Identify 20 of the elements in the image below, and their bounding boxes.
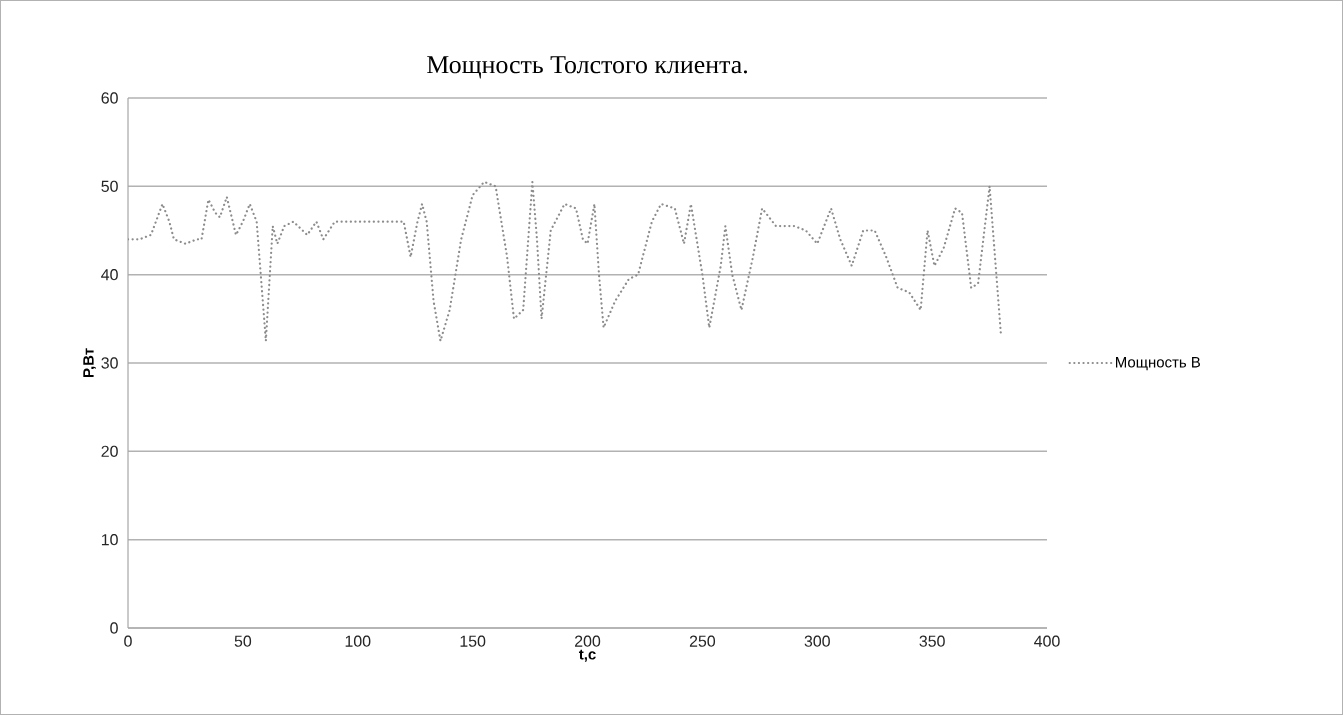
x-tick-label: 350 xyxy=(919,635,945,647)
y-tick-label: 20 xyxy=(101,445,118,457)
chart-title: Мощность Толстого клиента. xyxy=(427,56,747,79)
y-tick-label: 10 xyxy=(101,534,118,546)
y-axis-title: P,Вт xyxy=(83,348,96,378)
x-axis-title: t,c xyxy=(578,649,596,662)
x-tick-label: 100 xyxy=(345,635,371,647)
x-tick-label: 200 xyxy=(575,635,601,647)
x-tick-label: 250 xyxy=(689,635,716,647)
x-tick-label: 0 xyxy=(124,635,132,647)
y-tick-label: 50 xyxy=(101,180,118,192)
x-tick-label: 150 xyxy=(460,635,486,647)
x-tick-label: 300 xyxy=(804,635,830,647)
y-tick-label: 40 xyxy=(101,269,118,281)
y-tick-label: 30 xyxy=(101,357,118,369)
legend-label: Мощность В xyxy=(1116,357,1200,371)
x-tick-label: 50 xyxy=(234,635,252,647)
x-tick-label: 400 xyxy=(1034,635,1060,647)
y-tick-label: 0 xyxy=(110,622,118,634)
y-tick-label: 60 xyxy=(101,92,118,104)
